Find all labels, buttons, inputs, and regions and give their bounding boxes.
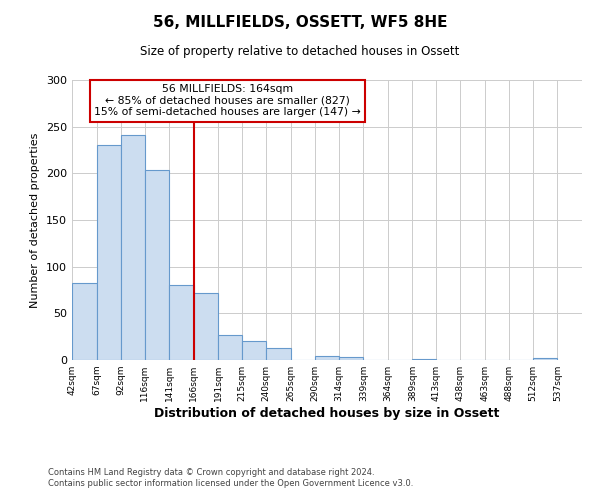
Text: Size of property relative to detached houses in Ossett: Size of property relative to detached ho…	[140, 45, 460, 58]
Text: 56 MILLFIELDS: 164sqm
← 85% of detached houses are smaller (827)
15% of semi-det: 56 MILLFIELDS: 164sqm ← 85% of detached …	[94, 84, 361, 117]
Bar	[72, 282, 97, 360]
X-axis label: Distribution of detached houses by size in Ossett: Distribution of detached houses by size …	[154, 407, 500, 420]
Bar	[242, 342, 266, 360]
Text: 56, MILLFIELDS, OSSETT, WF5 8HE: 56, MILLFIELDS, OSSETT, WF5 8HE	[153, 15, 447, 30]
Text: Contains HM Land Registry data © Crown copyright and database right 2024.
Contai: Contains HM Land Registry data © Crown c…	[48, 468, 413, 487]
Bar	[97, 146, 121, 360]
Bar	[412, 359, 436, 360]
Bar	[339, 357, 363, 360]
Y-axis label: Number of detached properties: Number of detached properties	[31, 132, 40, 308]
Bar	[145, 170, 169, 360]
Bar	[194, 293, 218, 360]
Bar	[121, 135, 145, 360]
Bar	[169, 286, 194, 360]
Bar	[315, 356, 339, 360]
Bar	[266, 348, 291, 360]
Bar	[218, 335, 242, 360]
Bar	[533, 358, 557, 360]
